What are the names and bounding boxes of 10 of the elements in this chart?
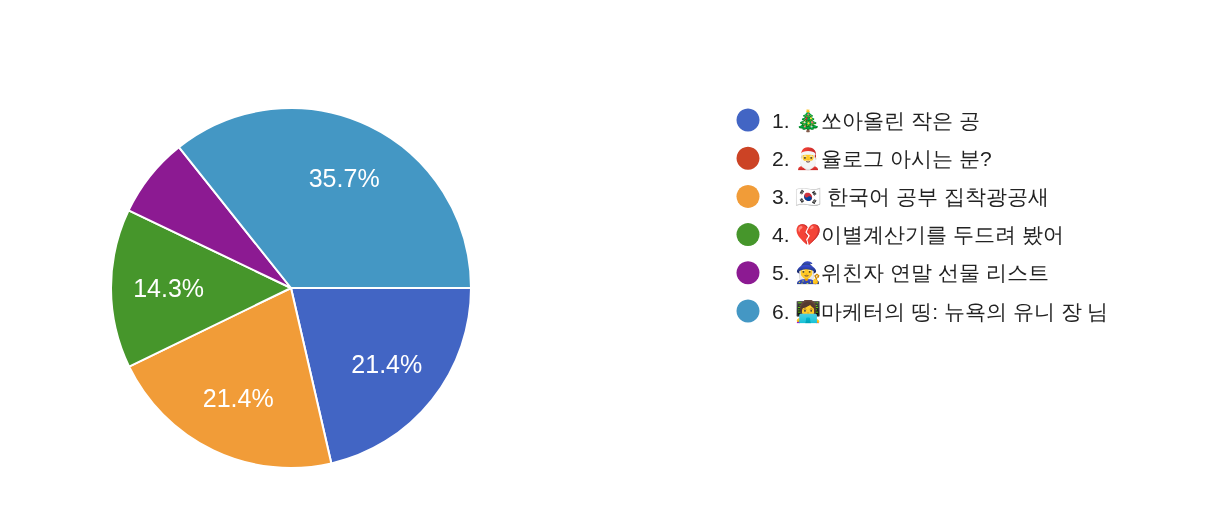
legend-label: 6. 👩‍💻마케터의 띵: 뉴욕의 유니 장 님	[772, 298, 1109, 324]
legend-label: 2. 🎅율로그 아시는 분?	[772, 145, 992, 171]
legend-label: 1. 🎄쏘아올린 작은 공	[772, 107, 981, 133]
data-label: 14.3%	[133, 274, 205, 303]
legend-label: 5. 🧙‍♀위친자 연말 선물 리스트	[772, 260, 1049, 286]
data-label: 35.7%	[308, 163, 380, 192]
legend-label: 3. 🇰🇷 한국어 공부 집착광공새	[772, 184, 1049, 208]
legend-label: 4. 💔이별계산기를 두드려 봤어	[772, 223, 1065, 247]
data-label: 21.4%	[202, 384, 274, 413]
data-label: 21.4%	[351, 350, 423, 379]
